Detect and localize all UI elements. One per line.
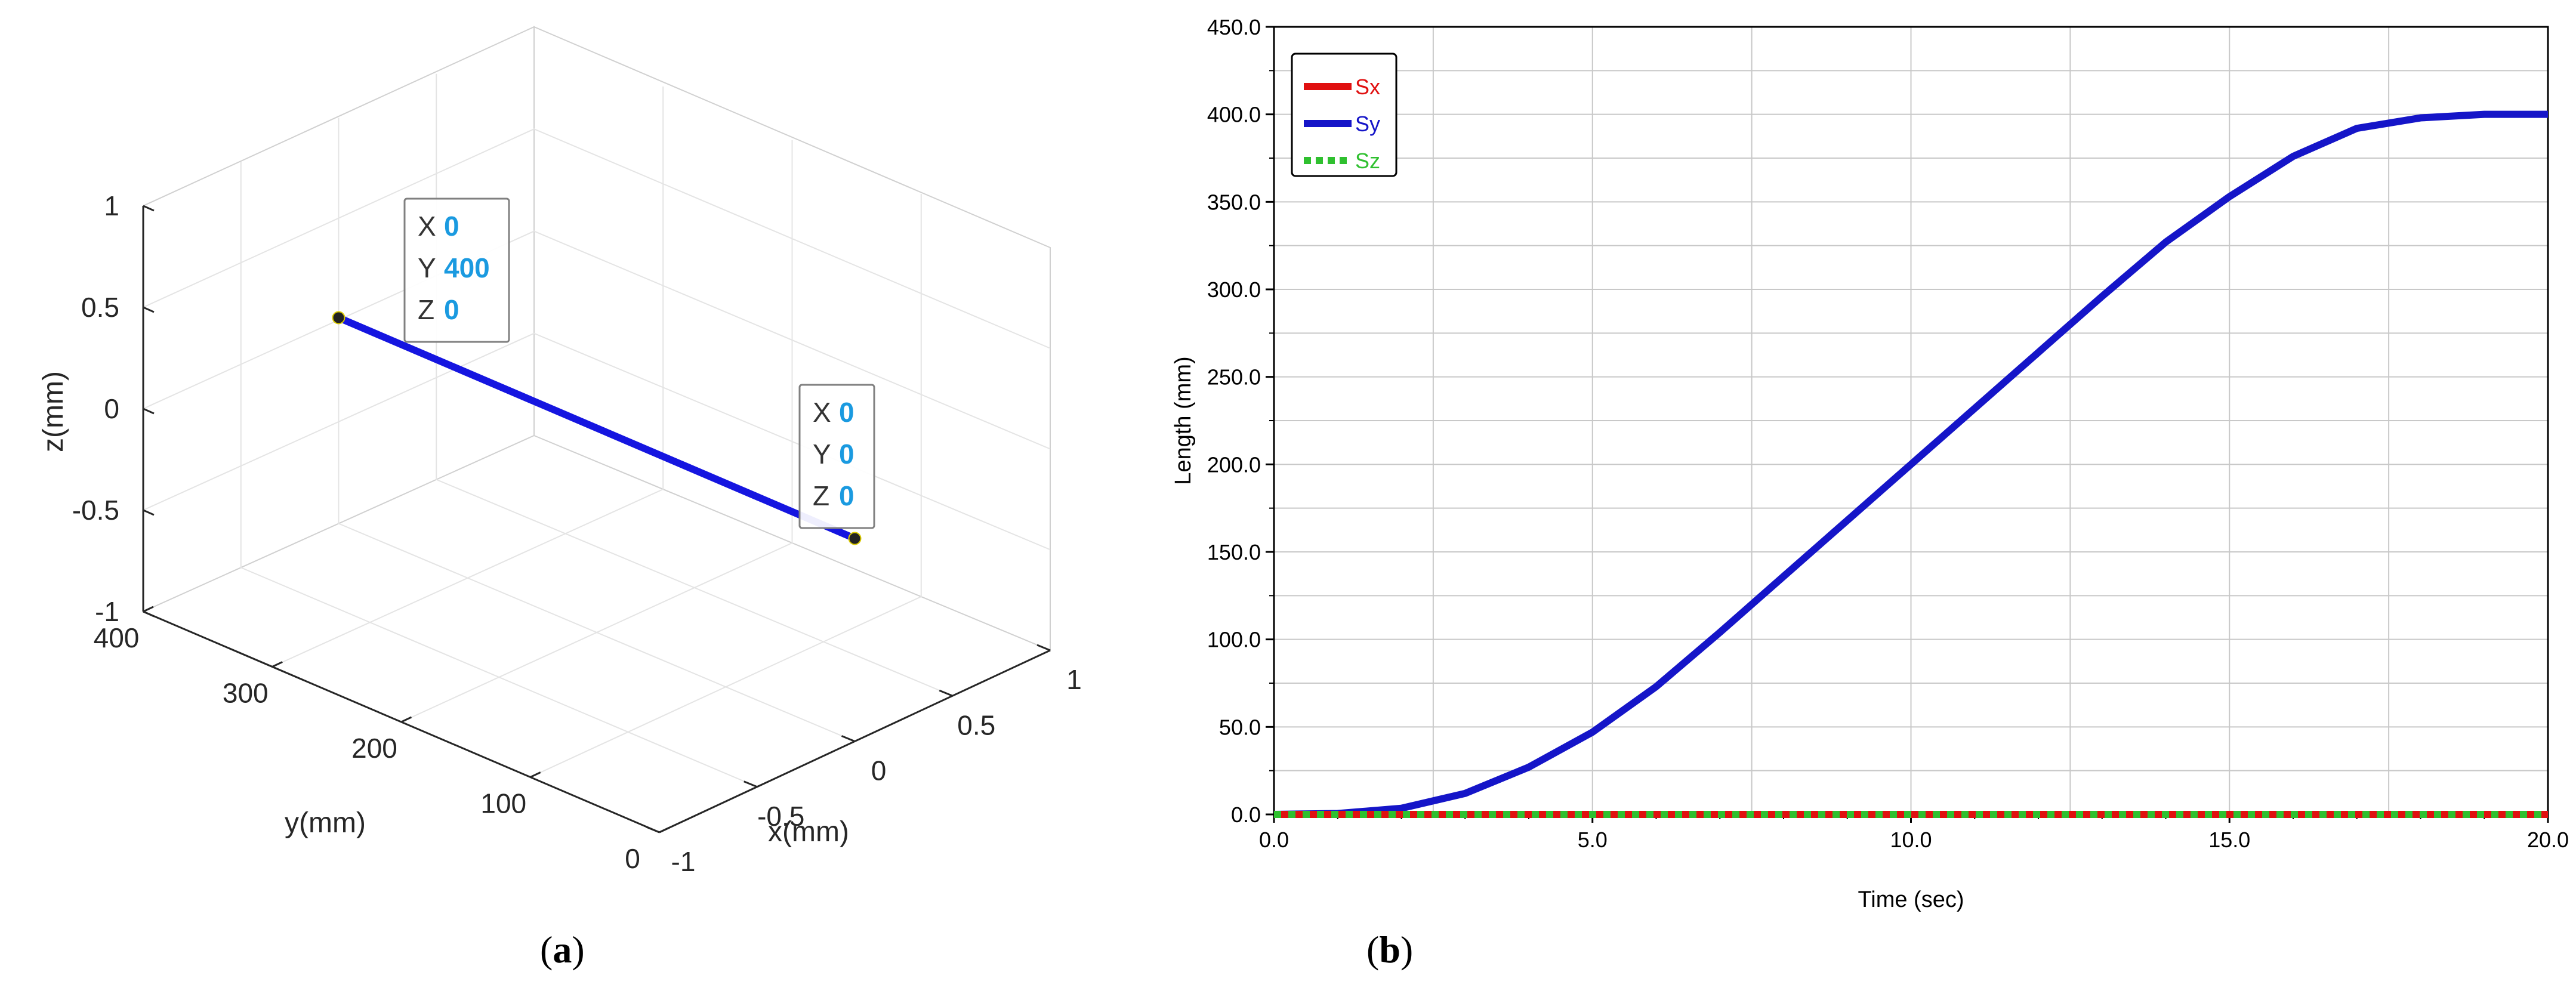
x-grid-line: [240, 162, 758, 788]
datatip-label: Z: [813, 480, 829, 511]
y-tick-label: 0.0: [1231, 802, 1261, 827]
datatip-box: [403, 197, 510, 343]
y-tick-label: 200: [351, 733, 397, 764]
datatip-value: 0: [839, 439, 854, 470]
z-tick-label: -1: [95, 596, 119, 627]
legend-label: Sy: [1355, 112, 1380, 136]
z-tick-label: -0.5: [72, 495, 119, 526]
y-axis-title: y(mm): [285, 807, 366, 839]
z-tick-label: 0.5: [81, 292, 119, 323]
x-tick-label: 10.0: [1890, 828, 1932, 852]
series-line-sy: [1273, 110, 2548, 818]
x-tick: [939, 689, 953, 697]
y-tick-label: 300: [223, 678, 269, 709]
y-tick: [659, 826, 670, 834]
y-tick-label: 250.0: [1207, 365, 1261, 390]
x-axis-title: Time (sec): [1858, 887, 1964, 912]
y-tick-label: 300.0: [1207, 277, 1261, 302]
y-tick: [530, 771, 541, 778]
x-axis-title: x(mm): [768, 816, 849, 848]
z-axis-title: z(mm): [38, 371, 69, 452]
z-tick: [143, 306, 155, 313]
panel-label-b: (b): [1366, 928, 1414, 971]
legend-label: Sz: [1355, 149, 1380, 173]
y-tick: [272, 661, 283, 668]
x-tick: [646, 826, 660, 834]
y-tick-label: 400.0: [1207, 103, 1261, 127]
x-tick-label: 1: [1066, 664, 1082, 695]
panel-label-a: (a): [540, 928, 585, 971]
datatip-box: [798, 384, 875, 529]
z-grid-line: [143, 128, 1051, 349]
z-tick: [143, 509, 155, 516]
data-point-marker: [332, 311, 345, 325]
x-tick: [744, 780, 758, 788]
y-tick-label: 0: [625, 843, 640, 874]
y-tick: [400, 716, 412, 723]
x-tick: [841, 735, 856, 742]
y-tick-label: 350.0: [1207, 190, 1261, 214]
x-tick-label: 0.5: [957, 709, 995, 740]
y-tick-label: 100.0: [1207, 628, 1261, 652]
z-tick-label: 0: [104, 393, 119, 424]
x-tick-label: 5.0: [1578, 828, 1608, 852]
datatip-value: 0: [444, 294, 459, 325]
datatip-label: Y: [418, 252, 436, 283]
panel-label-a-letter: a: [553, 928, 572, 971]
legend: Sx Sy Sz: [1291, 53, 1397, 177]
y-grid-line: [530, 194, 922, 778]
datatip-value: 400: [444, 252, 490, 283]
datatip-value: 0: [839, 397, 854, 428]
data-point-marker: [848, 532, 862, 545]
x-tick-label: -0.5: [757, 801, 804, 832]
x-tick-label: 20.0: [2527, 828, 2569, 852]
datatip-label: Y: [813, 439, 831, 470]
datatip-label: Z: [418, 294, 434, 325]
z-tick: [143, 408, 155, 415]
datatip-label: X: [813, 397, 831, 428]
x-tick-label: -1: [671, 846, 696, 877]
datatip-value: 0: [444, 211, 459, 242]
y-grid-line: [272, 87, 664, 668]
z-tick: [143, 610, 155, 618]
x-grid-line: [338, 118, 855, 742]
panel-label-b-letter: b: [1379, 928, 1400, 971]
z-grid-line: [143, 332, 1051, 551]
y-tick-label: 50.0: [1219, 715, 1261, 739]
datatip-value: 0: [839, 480, 854, 511]
z-grid-line: [143, 230, 1051, 450]
x-tick-label: 0.0: [1259, 828, 1289, 852]
legend-label: Sx: [1355, 75, 1380, 99]
y-grid-line: [401, 140, 793, 723]
x-tick: [1036, 644, 1051, 652]
y-tick-label: 150.0: [1207, 540, 1261, 564]
z-tick-label: 1: [104, 190, 119, 221]
x-tick-label: 0: [871, 755, 887, 786]
datatip-2: X 0Y 0Z 0: [798, 384, 875, 529]
y-tick: [143, 606, 154, 613]
datatip-label: X: [418, 211, 436, 242]
y-tick-label: 450.0: [1207, 15, 1261, 39]
y-tick-label: 400: [94, 622, 140, 653]
y-tick-label: 100: [480, 788, 526, 819]
y-tick-label: 200.0: [1207, 452, 1261, 477]
line-3d-series: [337, 314, 856, 542]
z-tick: [143, 205, 155, 212]
x-tick-label: 15.0: [2208, 828, 2250, 852]
y-axis-title: Length (mm): [1171, 356, 1196, 484]
